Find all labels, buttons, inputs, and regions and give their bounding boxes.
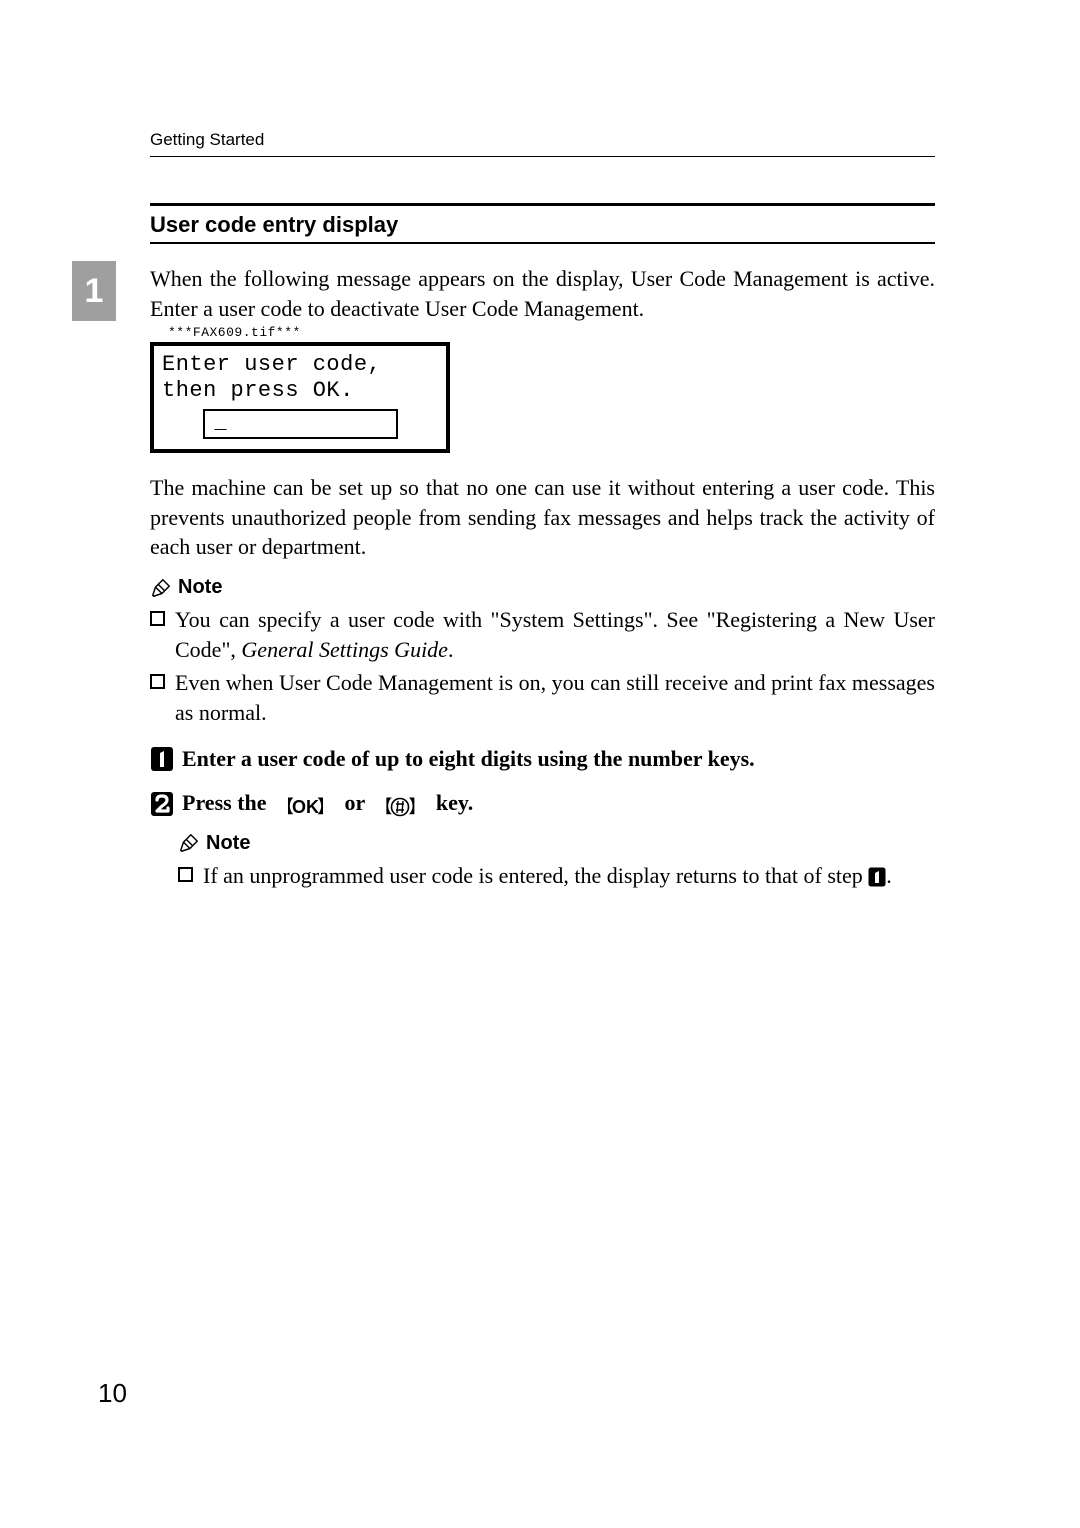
hash-icon <box>390 797 410 817</box>
box-bullet-icon <box>150 611 165 626</box>
note-heading-2: Note <box>178 832 935 855</box>
figure-filename: ***FAX609.tif*** <box>168 325 935 340</box>
note-1-item-2-text: Even when User Code Management is on, yo… <box>175 668 935 727</box>
section-title-rule: User code entry display <box>150 203 935 244</box>
hash-key <box>370 796 430 818</box>
note-1-item-1: You can specify a user code with "System… <box>150 605 935 664</box>
note-heading-1: Note <box>150 576 935 599</box>
running-head: Getting Started <box>150 130 935 157</box>
step-2-icon <box>150 791 174 817</box>
note-label-1: Note <box>178 576 222 599</box>
section-title: User code entry display <box>150 212 935 238</box>
after-figure-paragraph: The machine can be set up so that no one… <box>150 473 935 562</box>
note-label-2: Note <box>206 832 250 855</box>
lcd-line-1: Enter user code, <box>162 352 438 377</box>
lcd-input-box: _ <box>203 409 398 439</box>
box-bullet-icon <box>150 674 165 689</box>
step-1-icon <box>150 746 174 772</box>
step-2: Press the OK or key. <box>150 790 935 818</box>
note-1-list: You can specify a user code with "System… <box>150 605 935 728</box>
note-1-item-1-text: You can specify a user code with "System… <box>175 605 935 664</box>
lcd-line-2: then press OK. <box>162 378 438 403</box>
ok-key: OK <box>272 796 339 818</box>
note-2-item-1: If an unprogrammed user code is entered,… <box>178 861 935 891</box>
chapter-number: 1 <box>85 272 104 311</box>
step-1-ref-icon <box>868 867 886 887</box>
step-1: Enter a user code of up to eight digits … <box>150 746 935 772</box>
page-body: Getting Started User code entry display … <box>150 130 935 890</box>
note-1-item-2: Even when User Code Management is on, yo… <box>150 668 935 727</box>
box-bullet-icon <box>178 867 193 882</box>
note-2-item-1-text: If an unprogrammed user code is entered,… <box>203 861 935 891</box>
step-2-text: Press the OK or key. <box>182 790 473 818</box>
intro-paragraph: When the following message appears on th… <box>150 264 935 323</box>
step-1-text: Enter a user code of up to eight digits … <box>182 746 755 772</box>
pencil-icon <box>178 832 200 854</box>
note-2-list: If an unprogrammed user code is entered,… <box>150 861 935 891</box>
page-number: 10 <box>98 1378 127 1409</box>
lcd-display: Enter user code, then press OK. _ <box>150 342 450 453</box>
chapter-tab: 1 <box>72 261 116 321</box>
pencil-icon <box>150 577 172 599</box>
